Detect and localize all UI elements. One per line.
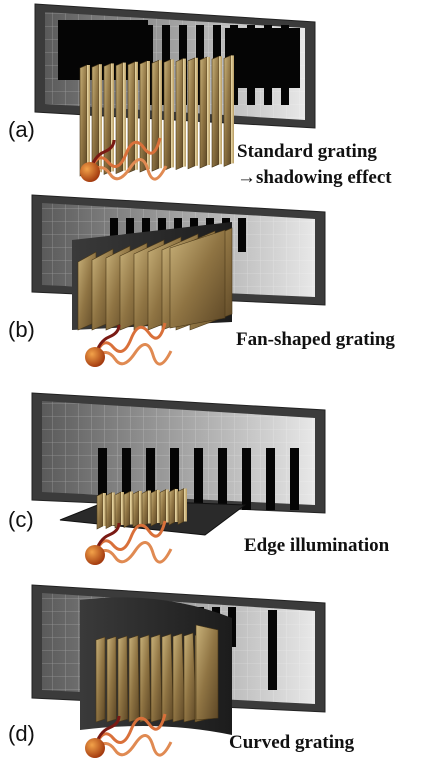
slit xyxy=(268,610,277,690)
slit xyxy=(247,25,255,105)
caption: →shadowing effect xyxy=(237,167,392,188)
lamella-edge xyxy=(112,493,115,526)
grating-lamella xyxy=(142,491,148,527)
grating-lamella xyxy=(212,56,219,167)
lamella-edge xyxy=(139,491,142,524)
grating-lamella xyxy=(80,65,87,176)
lamella-edge xyxy=(111,63,114,171)
grating-lamella xyxy=(160,490,166,526)
grating-lamella xyxy=(200,57,207,168)
source xyxy=(85,347,105,367)
grating-lamella xyxy=(96,637,105,722)
lamella-edge xyxy=(183,59,186,167)
grating-lamella xyxy=(151,490,157,526)
panel-label: (b) xyxy=(8,317,35,342)
grating-lamella xyxy=(107,637,116,723)
photon-path xyxy=(95,542,171,562)
lamella-edge xyxy=(103,493,106,526)
lamella-edge xyxy=(121,492,124,525)
photon-path xyxy=(95,735,171,755)
source xyxy=(85,738,105,758)
lamella-edge xyxy=(231,55,234,163)
lamella-edge xyxy=(157,490,160,523)
caption: Edge illumination xyxy=(244,535,390,556)
grating-lamella xyxy=(188,58,195,169)
grating-lamella xyxy=(116,63,123,174)
slit xyxy=(242,448,251,510)
caption: Curved grating xyxy=(229,732,355,753)
lamella-edge xyxy=(207,57,210,165)
lamella-edge xyxy=(159,60,162,168)
grating-lamella xyxy=(140,635,151,722)
caption: Fan-shaped grating xyxy=(236,329,395,350)
grating-lamella xyxy=(97,493,103,529)
slit xyxy=(218,448,227,510)
grating-lamella xyxy=(224,55,231,166)
photon-path xyxy=(95,344,171,364)
slit xyxy=(238,218,246,252)
grating-lamella xyxy=(129,636,139,723)
slit xyxy=(194,448,203,510)
lamella-edge xyxy=(135,62,138,170)
caption: Standard grating xyxy=(237,141,377,162)
grating-lamella xyxy=(178,489,184,525)
figure: (a) Standard grating →shadowing effect (… xyxy=(0,0,438,758)
grating-lamella xyxy=(118,636,128,722)
lamella-edge xyxy=(87,65,90,173)
lamella-edge xyxy=(219,56,222,164)
grating-lamella xyxy=(124,492,130,528)
lamella-edge xyxy=(171,59,174,167)
lamella-edge xyxy=(130,492,133,525)
lamella-edge xyxy=(175,489,178,522)
grating-lamella xyxy=(106,493,112,529)
panel-label: (d) xyxy=(8,721,35,746)
grating-lamella xyxy=(169,489,175,525)
slit xyxy=(266,448,275,510)
panel-label: (c) xyxy=(8,507,34,532)
source xyxy=(85,545,105,565)
panel-label: (a) xyxy=(8,117,35,142)
grating-lamella xyxy=(151,635,162,723)
lamella-edge xyxy=(166,490,169,523)
grating-lamella xyxy=(164,59,171,170)
grating-lamella xyxy=(115,492,121,528)
grating-lamella xyxy=(196,625,218,720)
source xyxy=(80,162,100,182)
lamella-edge xyxy=(148,491,151,524)
slit xyxy=(281,25,289,105)
slit xyxy=(290,448,299,510)
grating-lamella xyxy=(152,60,159,171)
grating-lamella xyxy=(140,61,147,172)
slit xyxy=(264,25,272,105)
illustrations xyxy=(32,4,325,758)
lamella-edge xyxy=(184,489,187,522)
lamella-edge xyxy=(195,58,198,166)
grating-lamella xyxy=(128,62,135,173)
grating-lamella xyxy=(133,491,139,527)
grating-lamella xyxy=(176,59,183,170)
